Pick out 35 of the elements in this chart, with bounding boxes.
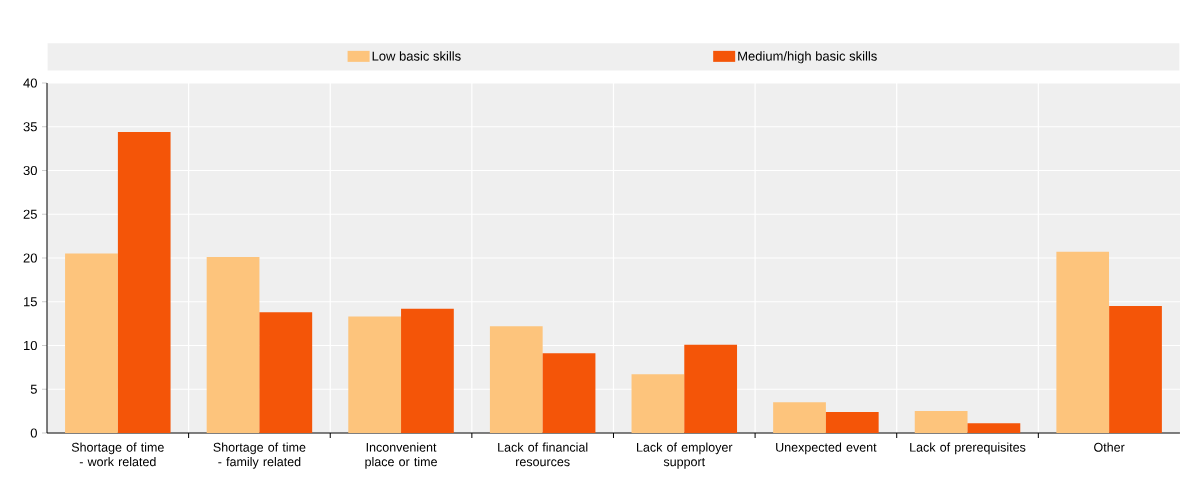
bar	[348, 316, 402, 433]
bar	[825, 412, 879, 433]
bar	[542, 353, 596, 433]
bar	[1109, 306, 1162, 433]
y-tick-label: 0	[30, 428, 37, 438]
y-tick-label: 20	[23, 253, 37, 263]
x-tick-label: Lack of employer support	[637, 442, 733, 469]
bar	[206, 257, 260, 433]
x-tick-label: Lack of financial resources	[498, 442, 588, 467]
bar	[259, 312, 313, 433]
bar	[1056, 251, 1110, 433]
legend-label: Medium/high basic skills	[738, 51, 877, 64]
x-tick-label: Other	[1094, 442, 1125, 452]
bar	[914, 411, 968, 433]
legend-label: Low basic skills	[372, 51, 461, 61]
x-tick-label: Unexpected event	[776, 442, 877, 455]
x-tick-label: Inconvenient place or time	[365, 442, 437, 469]
y-tick-label: 40	[23, 78, 37, 88]
y-tick-label: 30	[23, 165, 37, 176]
bar	[684, 344, 738, 433]
x-tick-label: Shortage of time - work related	[71, 442, 164, 467]
bar	[967, 423, 1021, 433]
bar	[489, 326, 543, 433]
bar	[401, 308, 454, 433]
y-tick-label: 5	[30, 384, 37, 394]
x-tick-label: Shortage of time - family related	[213, 442, 306, 469]
bar	[117, 132, 171, 433]
y-tick-label: 35	[23, 122, 37, 132]
y-tick-label: 25	[23, 209, 37, 219]
bar	[773, 402, 826, 433]
y-tick-label: 15	[24, 297, 37, 307]
y-tick-label: 10	[24, 340, 37, 351]
bar	[631, 374, 685, 433]
bar	[65, 253, 118, 433]
x-tick-label: Lack of prerequisites	[910, 442, 1026, 455]
